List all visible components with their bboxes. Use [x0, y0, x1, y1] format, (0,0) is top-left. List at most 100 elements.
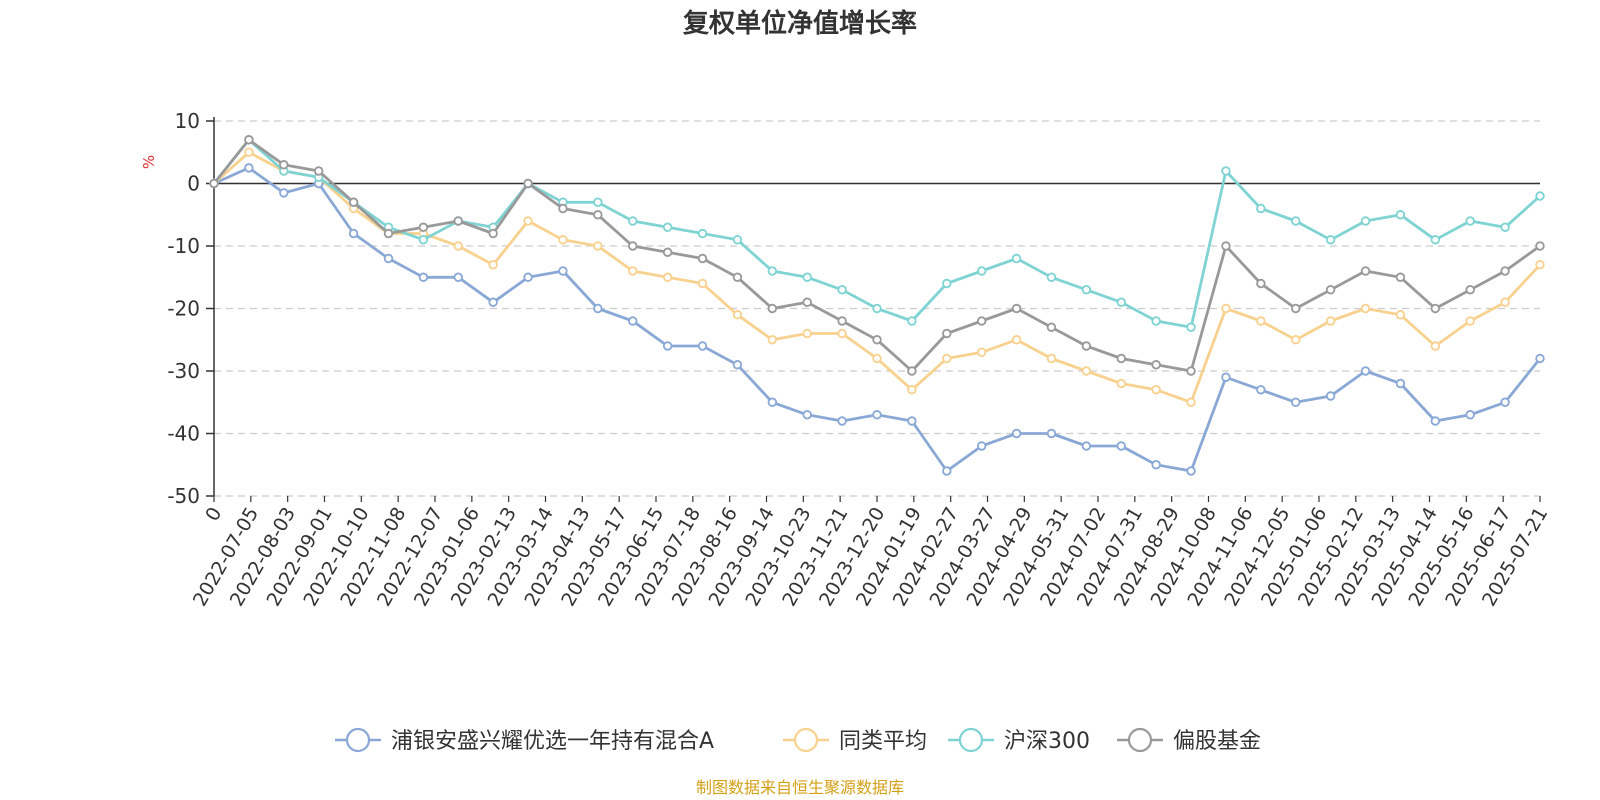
legend-label: 沪深300	[1004, 729, 1090, 754]
data-point	[1116, 441, 1126, 451]
data-point	[453, 216, 463, 226]
data-point	[488, 260, 498, 270]
y-tick-label: -20	[167, 297, 200, 321]
data-point	[697, 228, 708, 239]
data-point	[1395, 272, 1406, 282]
data-point	[1500, 266, 1510, 276]
data-point	[488, 297, 498, 307]
data-point	[244, 135, 254, 145]
data-point	[732, 235, 743, 245]
data-point	[348, 228, 359, 239]
data-point	[453, 272, 463, 282]
data-point	[628, 241, 638, 251]
data-point	[872, 303, 882, 314]
data-point	[697, 278, 708, 289]
data-point	[1046, 272, 1057, 282]
data-point	[1430, 303, 1441, 314]
data-point	[942, 328, 952, 339]
data-point	[1291, 216, 1301, 226]
data-point	[1360, 266, 1371, 276]
data-point	[1186, 397, 1196, 407]
data-point	[1395, 210, 1406, 220]
legend-marker	[793, 727, 819, 753]
data-point	[1360, 216, 1371, 226]
data-point	[1500, 397, 1510, 407]
data-point	[942, 353, 952, 364]
legend-marker	[345, 727, 371, 753]
legend[interactable]: 浦银安盛兴耀优选一年持有混合A 同类平均 沪深300 偏股基金	[335, 727, 1261, 754]
data-point	[1500, 222, 1510, 232]
data-point	[976, 266, 987, 276]
data-point	[418, 272, 429, 282]
y-tick-label: -10	[167, 234, 200, 258]
data-point	[1325, 235, 1336, 245]
y-tick-label: 0	[187, 172, 200, 196]
data-point	[697, 341, 708, 351]
data-point	[348, 197, 359, 207]
x-tick-label: 0	[201, 504, 226, 525]
data-point	[767, 266, 778, 276]
data-point	[697, 253, 708, 264]
data-point	[1256, 278, 1266, 289]
data-point	[1116, 297, 1126, 307]
legend-label: 同类平均	[839, 729, 927, 754]
data-point	[942, 278, 952, 289]
series-lines	[209, 135, 1545, 476]
data-point	[1221, 166, 1231, 176]
data-point	[1256, 385, 1266, 395]
legend-marker	[1127, 727, 1153, 753]
data-point	[244, 163, 254, 173]
data-point	[558, 266, 568, 276]
data-point	[1535, 260, 1545, 270]
data-point	[802, 328, 812, 339]
source-label: 制图数据来自恒生聚源数据库	[696, 778, 904, 797]
data-point	[1011, 428, 1022, 439]
data-point	[1360, 366, 1371, 376]
data-point	[1256, 203, 1266, 214]
data-point	[732, 360, 743, 370]
data-point	[1535, 353, 1545, 364]
data-point	[593, 210, 603, 220]
data-point	[1291, 303, 1301, 314]
series-line	[213, 150, 1542, 404]
data-point	[1186, 322, 1196, 332]
data-point	[1465, 216, 1475, 226]
data-point	[767, 335, 778, 345]
data-point	[1011, 253, 1022, 264]
data-point	[1430, 235, 1441, 245]
data-point	[837, 285, 847, 295]
data-point	[1465, 410, 1475, 420]
data-point	[558, 235, 568, 245]
data-point	[1465, 285, 1475, 295]
data-point	[453, 241, 463, 251]
data-point	[593, 303, 603, 314]
data-point	[523, 178, 533, 189]
data-point	[628, 316, 638, 326]
data-point	[1081, 341, 1092, 351]
data-point	[1221, 303, 1231, 314]
series-line	[213, 166, 1542, 473]
data-point	[1465, 316, 1475, 326]
data-point	[976, 441, 987, 451]
y-tick-label: -50	[167, 484, 200, 508]
data-point	[1186, 466, 1196, 476]
data-point	[907, 416, 917, 426]
data-point	[732, 310, 743, 320]
data-point	[558, 203, 568, 214]
data-point	[1325, 391, 1336, 401]
data-point	[1081, 366, 1092, 376]
data-point	[383, 228, 394, 239]
data-point	[593, 197, 603, 207]
data-point	[1291, 335, 1301, 345]
data-point	[1535, 191, 1545, 201]
data-point	[802, 410, 812, 420]
y-tick-label: -40	[167, 422, 200, 446]
data-point	[1151, 360, 1161, 370]
data-point	[1535, 241, 1545, 251]
data-point	[523, 216, 533, 226]
data-point	[1011, 335, 1022, 345]
data-point	[1291, 397, 1301, 407]
data-point	[802, 297, 812, 307]
data-point	[1081, 285, 1092, 295]
data-point	[767, 397, 778, 407]
